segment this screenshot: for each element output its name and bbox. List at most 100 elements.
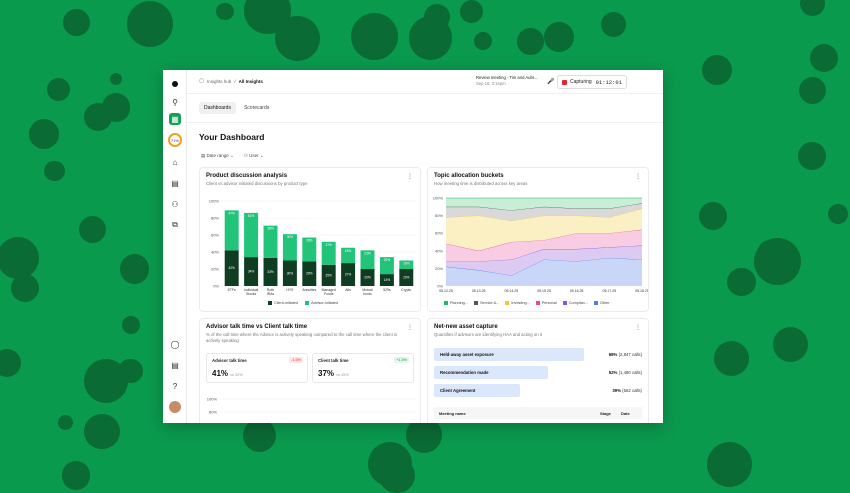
home-icon[interactable]: ⌂ xyxy=(172,157,178,167)
legend-compliance: Complian... xyxy=(562,301,588,305)
x-tick-label: 05.14.25 xyxy=(505,289,519,293)
bar-advisor xyxy=(263,225,278,258)
logo-icon[interactable] xyxy=(169,78,181,90)
calendar-icon[interactable]: ▤ xyxy=(171,178,179,188)
stat-badge: +1.5% xyxy=(394,357,409,363)
bar-data-label: 25% xyxy=(326,273,333,277)
area-series xyxy=(446,245,642,276)
x-tick-label: Mutual xyxy=(362,288,372,292)
asset-pct: 68% xyxy=(608,352,618,357)
bar-data-label: 20% xyxy=(364,276,371,280)
bar-client xyxy=(399,269,414,286)
bar-client xyxy=(224,250,239,286)
bar-advisor xyxy=(379,257,394,275)
date-range-label: Date range xyxy=(206,153,229,158)
progress-ring[interactable]: 71% xyxy=(168,133,182,147)
column-meeting-name[interactable]: Meeting name xyxy=(439,411,466,416)
date-range-filter[interactable]: ▤ Date range ⌄ xyxy=(201,153,234,158)
x-tick-label: 529s xyxy=(383,288,391,292)
net-new-asset-card: Net-new asset capture Quantifies if advi… xyxy=(427,318,649,423)
bar-data-label: 27% xyxy=(345,273,352,277)
user-filter[interactable]: ⚇ User ⌄ xyxy=(243,153,264,158)
bar-advisor xyxy=(360,250,375,269)
area-series xyxy=(446,229,642,262)
column-stage[interactable]: Stage xyxy=(600,411,611,416)
users-icon[interactable]: ⚇ xyxy=(171,199,179,209)
x-tick-label: Funds xyxy=(324,292,334,296)
more-menu-icon[interactable]: ⋮ xyxy=(407,174,413,180)
client-talk-stat: Client talk time +1.5% 37% vs 45% xyxy=(312,353,414,383)
stat-number: 41% xyxy=(212,369,229,378)
area-series xyxy=(446,198,642,211)
bar-advisor xyxy=(224,210,239,251)
column-date[interactable]: Date xyxy=(621,411,630,416)
microphone-icon[interactable]: 🎤 xyxy=(547,79,555,85)
tab-scorecards[interactable]: Scorecards xyxy=(243,105,270,111)
dashboard-icon[interactable]: ▦ xyxy=(169,113,181,125)
asset-pct: 39% xyxy=(612,388,621,393)
more-menu-icon[interactable]: ⋮ xyxy=(635,174,641,180)
more-menu-icon[interactable]: ⋮ xyxy=(407,325,413,331)
bar-client xyxy=(341,263,356,286)
legend-label: Other xyxy=(599,301,610,305)
y-tick-label: 40% xyxy=(211,250,219,255)
talk-line-chart: 100% 80% 60% xyxy=(207,397,416,424)
user-filter-label: User xyxy=(249,153,259,158)
bar-client xyxy=(360,269,375,286)
legend-label: Personal xyxy=(541,301,557,305)
search-icon[interactable]: ⚲ xyxy=(172,97,178,107)
bar-data-label: 10% xyxy=(403,262,410,266)
asset-row[interactable]: Held-away asset exposure 68% (2,847 call… xyxy=(434,348,642,361)
capture-label: Capturing xyxy=(570,79,592,85)
lightbulb-icon[interactable]: ◯ xyxy=(170,339,180,349)
legend-other: Other xyxy=(593,301,610,305)
y-tick-label: 60% xyxy=(209,423,217,424)
card-subtitle: Quantifies if advisors are identifying H… xyxy=(434,332,542,337)
help-icon[interactable]: ? xyxy=(172,381,178,391)
asset-bar xyxy=(434,348,584,361)
capture-status[interactable]: Capturing 01:12:01 xyxy=(557,75,627,89)
meeting-info[interactable]: Review meeting - Tim and Aubr... Sep 18,… xyxy=(476,75,537,86)
bar-data-label: 38% xyxy=(267,227,274,231)
x-tick-label: Annuities xyxy=(302,288,316,292)
bar-data-label: 30% xyxy=(287,271,294,275)
legend-service: Service &... xyxy=(473,301,499,305)
asset-bar xyxy=(434,384,520,397)
legend-client-label: Client-initiated xyxy=(274,301,299,305)
app-window: ⚲ ▦ 71% ⌂ ▤ ⚇ ⧉ ◯ ▤ ? ◯ Insights hub / A… xyxy=(163,70,663,423)
asset-name: Client Agreement xyxy=(440,388,476,393)
meeting-date: Sep 18, 3:14pm xyxy=(476,80,506,86)
bar-data-label: 14% xyxy=(384,278,391,282)
more-menu-icon[interactable]: ⋮ xyxy=(635,325,641,331)
bar-data-label: 42% xyxy=(229,266,236,270)
meetings-table-header: Meeting name Stage Date xyxy=(434,407,642,419)
bar-advisor xyxy=(399,260,414,269)
asset-row[interactable]: Recommendation made 52% (1,480 calls) xyxy=(434,366,642,379)
y-tick-label: 0% xyxy=(437,284,443,289)
asset-value: 39% (562 calls) xyxy=(612,388,642,393)
y-tick-label: 100% xyxy=(209,199,220,204)
chart-legend: Client-initiated Advisor-initiated xyxy=(268,301,338,305)
product-discussion-card: Product discussion analysis Client vs ad… xyxy=(199,167,421,312)
bar-data-label: 30% xyxy=(287,235,294,239)
avatar[interactable] xyxy=(169,401,181,413)
asset-name: Held-away asset exposure xyxy=(440,352,494,357)
x-tick-label: 05.13.25 xyxy=(472,289,486,293)
advisor-talk-stat: Advisor talk time -1.5% 41% vs 32% xyxy=(206,353,308,383)
asset-row[interactable]: Client Agreement 39% (562 calls) xyxy=(434,384,642,397)
tab-dashboards[interactable]: Dashboards xyxy=(199,102,236,114)
bar-data-label: 29% xyxy=(306,272,313,276)
breadcrumb-current: All Insights xyxy=(238,78,263,84)
copy-icon[interactable]: ⧉ xyxy=(172,220,178,229)
breadcrumb-root[interactable]: Insights hub xyxy=(207,78,232,84)
bar-data-label: 27% xyxy=(326,243,333,247)
capture-timer: 01:12:01 xyxy=(595,78,622,86)
y-tick-label: 20% xyxy=(435,266,443,271)
report-icon[interactable]: ▤ xyxy=(171,360,179,370)
filter-bar: ▤ Date range ⌄ ⚇ User ⌄ xyxy=(201,153,264,159)
asset-calls: (2,847 calls) xyxy=(618,352,642,357)
legend-label: Planning... xyxy=(450,301,468,305)
bar-advisor xyxy=(321,241,336,265)
x-tick-label: HYS xyxy=(286,288,294,292)
x-tick-label: Crypto xyxy=(401,288,411,292)
